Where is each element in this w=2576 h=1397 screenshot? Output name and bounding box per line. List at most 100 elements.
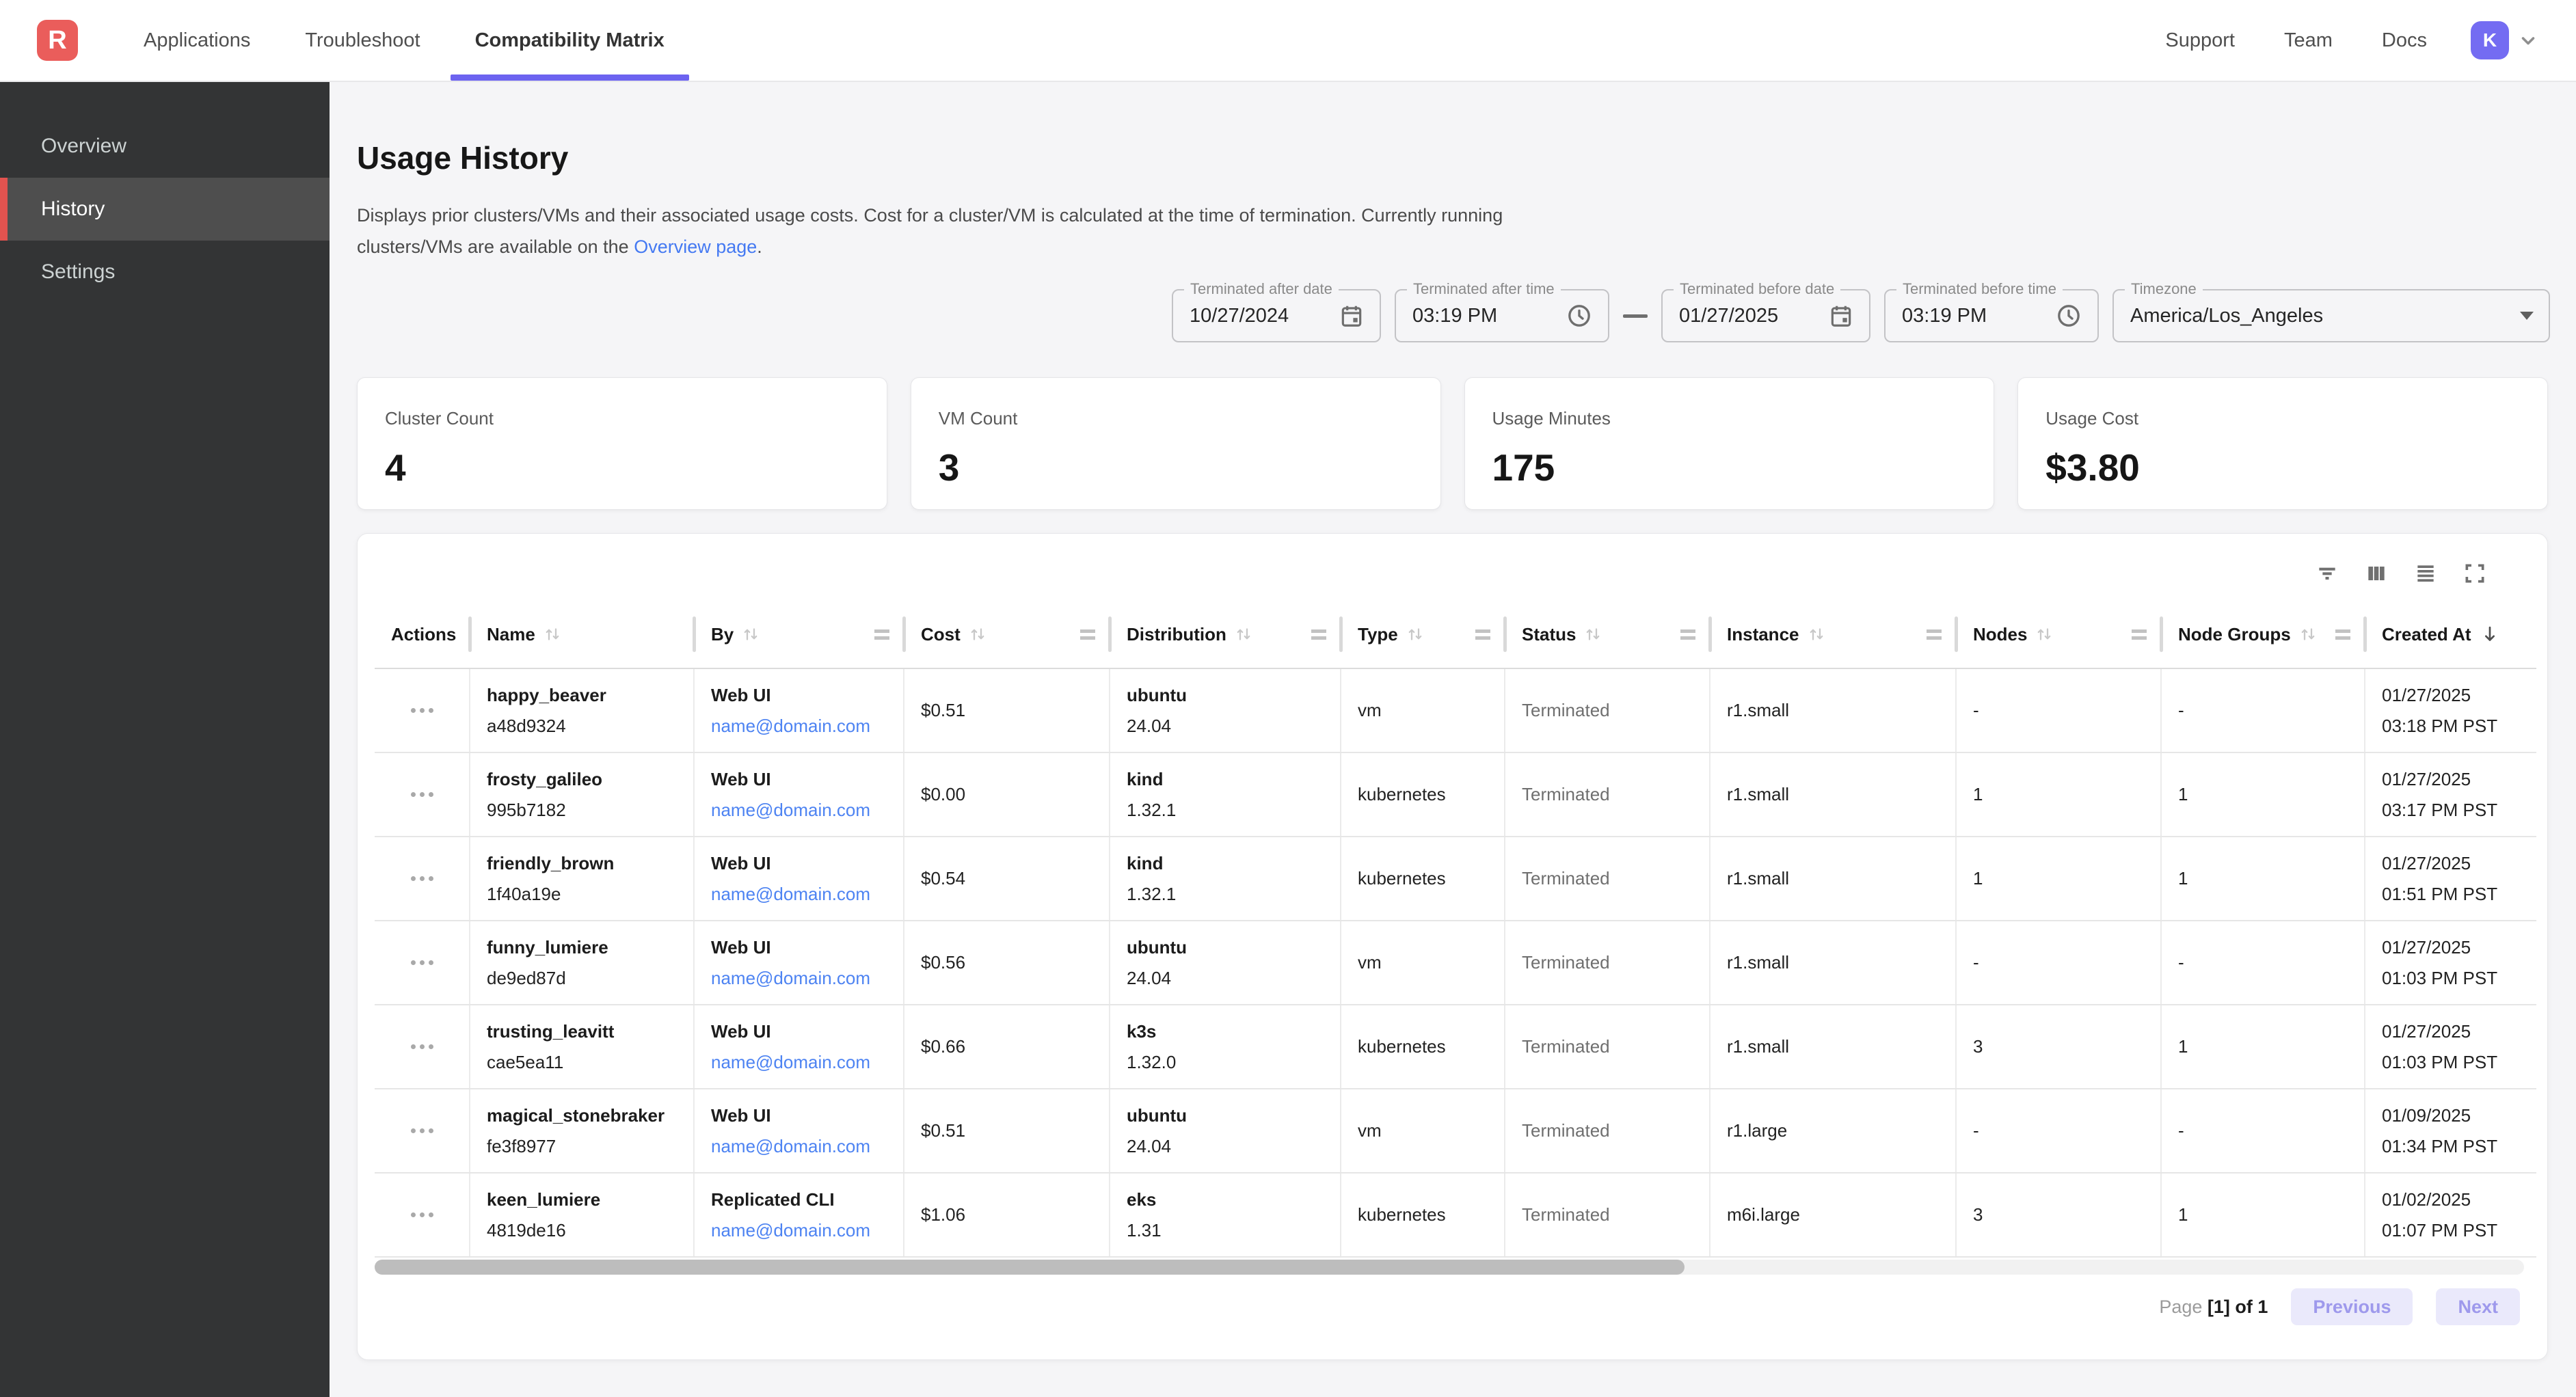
fullscreen-icon[interactable] (2460, 558, 2490, 588)
terminated-after-time-value[interactable]: 03:19 PM (1412, 304, 1498, 327)
nav-tab-compatibility-matrix[interactable]: Compatibility Matrix (448, 0, 692, 81)
filter-icon[interactable] (2312, 558, 2342, 588)
nav-link-team[interactable]: Team (2284, 29, 2333, 51)
column-header-created-at[interactable]: Created At (2365, 601, 2536, 668)
terminated-before-date-field[interactable]: Terminated before date 01/27/2025 (1661, 280, 1870, 342)
cluster-name: frosty_galileo (487, 768, 603, 789)
horizontal-scrollbar-thumb[interactable] (375, 1260, 1685, 1275)
page-title: Usage History (357, 140, 569, 176)
row-actions-menu-icon[interactable] (410, 1212, 433, 1217)
terminated-before-time-field[interactable]: Terminated before time 03:19 PM (1884, 280, 2099, 342)
created-by-email-link[interactable]: name@domain.com (711, 1135, 871, 1156)
instance-cell: r1.large (1710, 1089, 1957, 1172)
timezone-select[interactable]: Timezone America/Los_Angeles (2112, 280, 2550, 342)
next-page-button[interactable]: Next (2436, 1288, 2520, 1325)
density-icon[interactable] (2411, 558, 2441, 588)
nav-tab-applications[interactable]: Applications (144, 29, 251, 51)
terminated-after-date-field[interactable]: Terminated after date 10/27/2024 (1172, 280, 1381, 342)
column-menu-icon[interactable] (1475, 629, 1490, 640)
column-header-instance[interactable]: Instance (1710, 601, 1957, 668)
overview-page-link[interactable]: Overview page (634, 236, 757, 257)
nav-link-support[interactable]: Support (2165, 29, 2235, 51)
filter-bar: Terminated after date 10/27/2024 Termina… (1172, 280, 2550, 342)
column-header-distribution[interactable]: Distribution (1110, 601, 1341, 668)
column-menu-icon[interactable] (1311, 629, 1326, 640)
column-header-name[interactable]: Name (470, 601, 695, 668)
column-menu-icon[interactable] (2132, 629, 2147, 640)
table-row[interactable]: happy_beaver a48d9324 Web UI name@domain… (375, 669, 2536, 753)
table-row[interactable]: frosty_galileo 995b7182 Web UI name@doma… (375, 753, 2536, 837)
column-menu-icon[interactable] (2335, 629, 2350, 640)
created-by-email-link[interactable]: name@domain.com (711, 1219, 871, 1240)
created-time: 03:17 PM PST (2382, 799, 2498, 820)
terminated-before-date-value[interactable]: 01/27/2025 (1679, 304, 1779, 327)
dropdown-caret-icon[interactable] (2520, 312, 2534, 320)
sidebar-item-overview[interactable]: Overview (41, 135, 127, 157)
created-by-email-link[interactable]: name@domain.com (711, 1051, 871, 1072)
instance-cell: r1.small (1710, 837, 1957, 920)
sort-arrows-icon[interactable] (1583, 624, 1603, 645)
column-menu-icon[interactable] (874, 629, 889, 640)
column-header-by[interactable]: By (695, 601, 904, 668)
column-menu-icon[interactable] (1927, 629, 1942, 640)
clock-icon[interactable] (2055, 302, 2082, 329)
row-actions-menu-icon[interactable] (410, 876, 433, 881)
row-actions-menu-icon[interactable] (410, 1044, 433, 1049)
row-actions-menu-icon[interactable] (410, 708, 433, 713)
sort-arrows-icon[interactable] (740, 624, 761, 645)
table-row[interactable]: trusting_leavitt cae5ea11 Web UI name@do… (375, 1005, 2536, 1089)
row-actions-menu-icon[interactable] (410, 1128, 433, 1133)
nav-link-docs[interactable]: Docs (2381, 29, 2427, 51)
table-row[interactable]: keen_lumiere 4819de16 Replicated CLI nam… (375, 1174, 2536, 1258)
pagination: Page [1] of 1 Previous Next (2159, 1288, 2520, 1325)
sort-arrows-icon[interactable] (967, 624, 988, 645)
column-menu-icon[interactable] (1680, 629, 1695, 640)
created-by-email-link[interactable]: name@domain.com (711, 967, 871, 988)
user-avatar[interactable]: K (2471, 21, 2509, 59)
app-logo[interactable]: R (37, 20, 78, 61)
terminated-before-time-value[interactable]: 03:19 PM (1902, 304, 1987, 327)
row-actions-menu-icon[interactable] (410, 792, 433, 797)
terminated-after-time-field[interactable]: Terminated after time 03:19 PM (1395, 280, 1609, 342)
distribution-version: 24.04 (1127, 715, 1172, 736)
stat-label: Usage Minutes (1492, 408, 1611, 429)
sort-arrows-icon[interactable] (2298, 624, 2318, 645)
name-cell: frosty_galileo 995b7182 (470, 753, 695, 836)
clock-icon[interactable] (1566, 302, 1593, 329)
row-actions-menu-icon[interactable] (410, 960, 433, 965)
calendar-icon[interactable] (1828, 303, 1854, 329)
created-by-email-link[interactable]: name@domain.com (711, 883, 871, 904)
table-row[interactable]: funny_lumiere de9ed87d Web UI name@domai… (375, 921, 2536, 1005)
column-menu-icon[interactable] (1080, 629, 1095, 640)
previous-page-button[interactable]: Previous (2291, 1288, 2413, 1325)
sort-arrows-icon[interactable] (1806, 624, 1827, 645)
chevron-down-icon[interactable] (2516, 28, 2540, 53)
status-cell: Terminated (1505, 921, 1710, 1004)
sort-arrows-icon[interactable] (1233, 624, 1254, 645)
cluster-name: trusting_leavitt (487, 1020, 615, 1042)
date-range-dash (1623, 314, 1648, 318)
sort-desc-icon[interactable] (2478, 623, 2501, 646)
column-header-status[interactable]: Status (1505, 601, 1710, 668)
sort-arrows-icon[interactable] (542, 624, 563, 645)
column-header-type[interactable]: Type (1341, 601, 1505, 668)
horizontal-scrollbar-track[interactable] (375, 1260, 2524, 1275)
calendar-icon[interactable] (1339, 303, 1365, 329)
created-at-cell: 01/27/2025 01:51 PM PST (2365, 837, 2536, 920)
sort-arrows-icon[interactable] (2034, 624, 2054, 645)
created-by-email-link[interactable]: name@domain.com (711, 799, 871, 820)
column-header-nodes[interactable]: Nodes (1957, 601, 2162, 668)
sort-arrows-icon[interactable] (1405, 624, 1425, 645)
sidebar-item-settings[interactable]: Settings (41, 260, 116, 283)
column-header-cost[interactable]: Cost (904, 601, 1110, 668)
column-header-node-groups[interactable]: Node Groups (2162, 601, 2365, 668)
timezone-value[interactable]: America/Los_Angeles (2130, 304, 2324, 327)
sidebar-item-history[interactable]: History (0, 178, 330, 241)
columns-icon[interactable] (2361, 558, 2391, 588)
created-by-email-link[interactable]: name@domain.com (711, 715, 871, 736)
nodes-cell: - (1957, 921, 2162, 1004)
table-row[interactable]: friendly_brown 1f40a19e Web UI name@doma… (375, 837, 2536, 921)
nav-tab-troubleshoot[interactable]: Troubleshoot (305, 29, 420, 51)
terminated-after-date-value[interactable]: 10/27/2024 (1190, 304, 1289, 327)
table-row[interactable]: magical_stonebraker fe3f8977 Web UI name… (375, 1089, 2536, 1174)
